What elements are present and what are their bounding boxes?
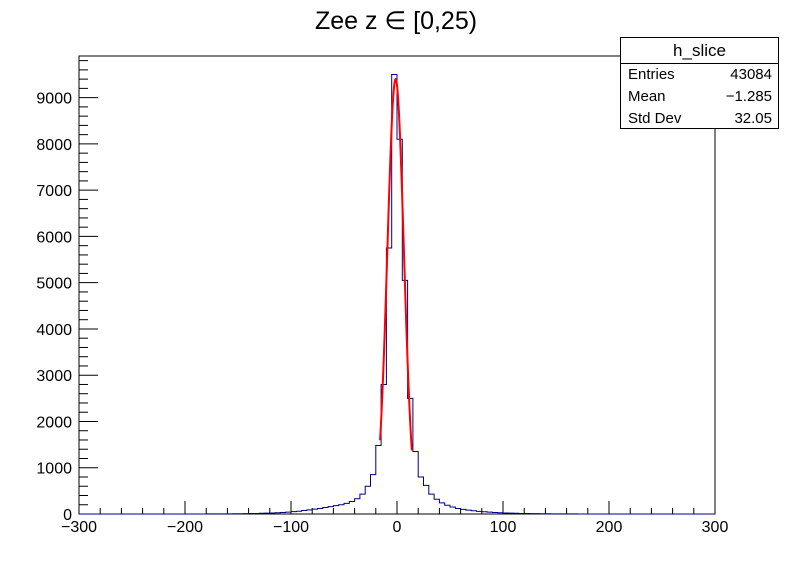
x-tick-label: −200 bbox=[167, 519, 203, 536]
y-tick-label: 7000 bbox=[36, 183, 72, 200]
stats-value: 32.05 bbox=[734, 110, 772, 127]
x-tick-label: −100 bbox=[273, 519, 309, 536]
x-tick-labels: −300 −200 −100 0 100 200 300 bbox=[61, 519, 728, 536]
stats-title: h_slice bbox=[621, 38, 778, 64]
y-tick-label: 5000 bbox=[36, 276, 72, 293]
stats-label: Std Dev bbox=[628, 110, 682, 127]
y-tick-label: 1000 bbox=[36, 461, 72, 478]
histogram-series bbox=[79, 74, 715, 515]
stats-value: −1.285 bbox=[725, 88, 772, 105]
x-tick-label: 300 bbox=[702, 519, 729, 536]
y-tick-label: 9000 bbox=[36, 91, 72, 108]
y-tick-label: 8000 bbox=[36, 137, 72, 154]
fit-curve bbox=[379, 77, 413, 451]
stats-row-mean: Mean −1.285 bbox=[621, 86, 778, 108]
y-tick-labels: 0 1000 2000 3000 4000 5000 6000 7000 8000 9000 bbox=[36, 91, 72, 524]
stats-box: h_slice Entries 43084 Mean −1.285 Std De… bbox=[620, 37, 779, 129]
x-tick-label: 200 bbox=[596, 519, 623, 536]
stats-label: Entries bbox=[628, 66, 675, 83]
x-tick-label: −300 bbox=[61, 519, 97, 536]
stats-row-entries: Entries 43084 bbox=[621, 64, 778, 86]
y-tick-label: 2000 bbox=[36, 414, 72, 431]
y-tick-label: 6000 bbox=[36, 229, 72, 246]
chart-title: Zee z ∈ [0,25) bbox=[315, 7, 477, 35]
stats-label: Mean bbox=[628, 88, 666, 105]
y-tick-label: 0 bbox=[63, 507, 72, 524]
stats-row-stddev: Std Dev 32.05 bbox=[621, 108, 778, 130]
y-tick-label: 4000 bbox=[36, 322, 72, 339]
y-tick-label: 3000 bbox=[36, 368, 72, 385]
stats-value: 43084 bbox=[730, 66, 772, 83]
axis-ticks bbox=[78, 60, 716, 515]
x-tick-label: 100 bbox=[490, 519, 517, 536]
x-tick-label: 0 bbox=[393, 519, 402, 536]
